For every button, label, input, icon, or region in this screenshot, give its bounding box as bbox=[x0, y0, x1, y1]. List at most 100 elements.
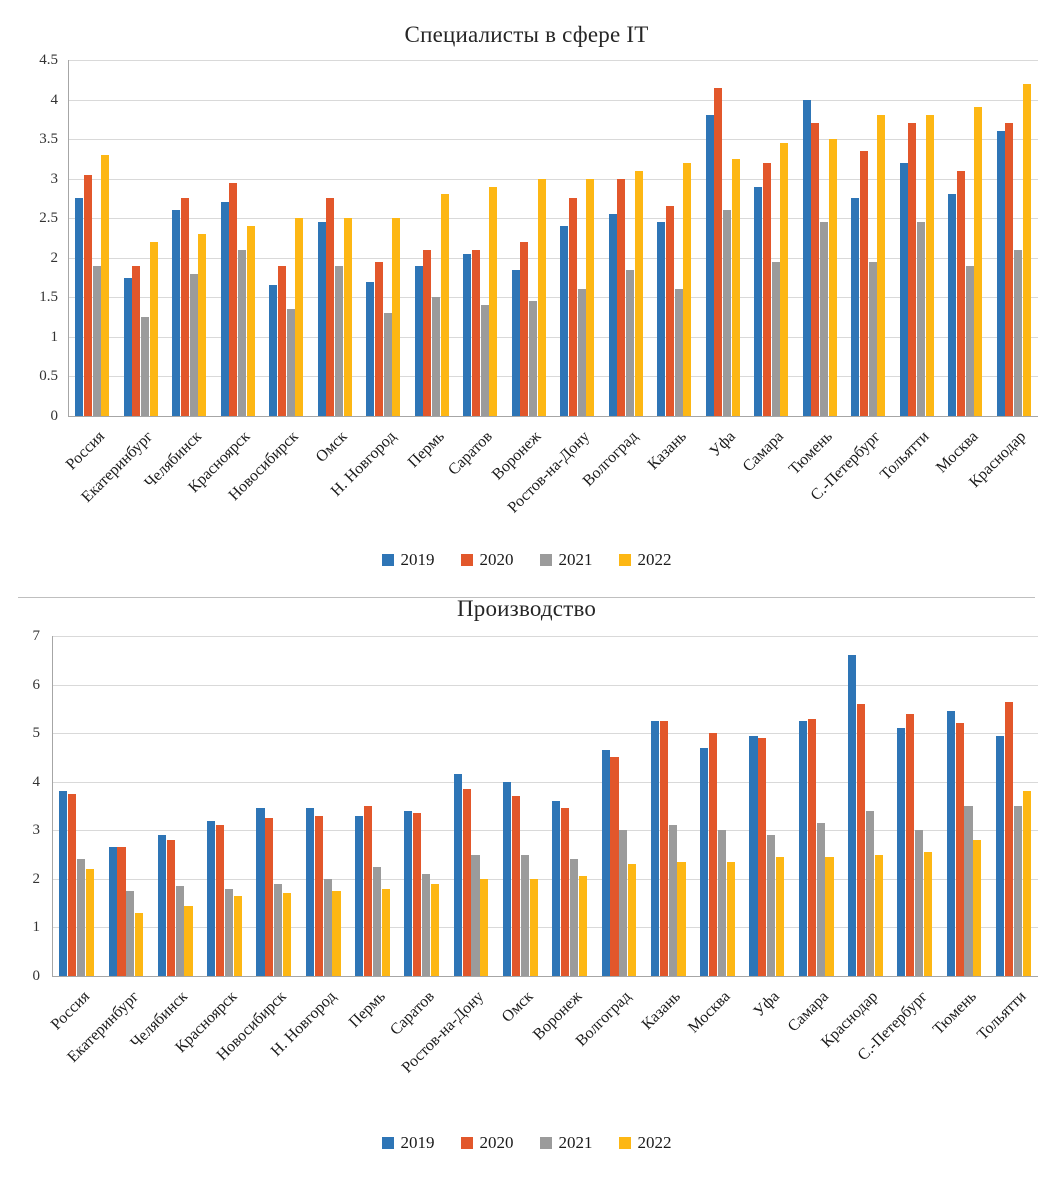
bar bbox=[798, 721, 807, 976]
bar bbox=[634, 170, 643, 416]
legend-item: 2019 bbox=[381, 1133, 435, 1153]
bar bbox=[305, 808, 314, 976]
bar bbox=[224, 888, 234, 976]
bar bbox=[480, 305, 489, 416]
y-axis-tick-label: 0 bbox=[50, 408, 59, 424]
bar bbox=[820, 222, 829, 416]
y-axis-tick-label: 1.5 bbox=[39, 289, 58, 306]
chart-it-specialists: Специалисты в сфере IT 0 0.5 1 1.5 2 2.5 3 3.5 4… bbox=[0, 0, 1053, 570]
x-axis-line bbox=[68, 416, 1038, 417]
y-axis-tick-label: 3 bbox=[50, 170, 59, 187]
bar bbox=[868, 261, 877, 416]
gridline bbox=[52, 781, 1038, 783]
bar bbox=[700, 747, 709, 976]
bar bbox=[462, 789, 471, 976]
bar bbox=[123, 277, 132, 416]
bar bbox=[948, 194, 957, 416]
y-axis-line bbox=[52, 636, 53, 976]
gridline bbox=[68, 297, 1038, 299]
bar bbox=[628, 864, 637, 976]
y-axis-tick-label: 5 bbox=[32, 725, 41, 742]
gridline bbox=[68, 257, 1038, 259]
bar bbox=[381, 888, 390, 976]
bar bbox=[233, 895, 242, 976]
legend-swatch bbox=[460, 1137, 473, 1149]
bar bbox=[917, 222, 926, 416]
legend-item: 2022 bbox=[618, 550, 672, 570]
bar bbox=[561, 808, 570, 976]
x-axis-line bbox=[52, 976, 1038, 977]
bar bbox=[974, 107, 983, 416]
gridline bbox=[68, 60, 1038, 61]
bar bbox=[430, 883, 440, 976]
bar bbox=[899, 162, 908, 416]
legend-item: 2020 bbox=[460, 550, 514, 570]
bar bbox=[816, 823, 825, 976]
chart-title-it-specialists: Специалисты в сфере IT bbox=[404, 22, 649, 47]
bar bbox=[608, 214, 617, 416]
chart-title-manufacturing: Производство bbox=[456, 596, 597, 621]
bar bbox=[865, 810, 874, 976]
legend-swatch bbox=[618, 1137, 631, 1149]
bar bbox=[619, 830, 628, 976]
y-axis-tick-label: 1 bbox=[50, 328, 59, 345]
legend-item: 2021 bbox=[539, 1133, 593, 1153]
bar bbox=[68, 793, 77, 976]
bar bbox=[851, 198, 860, 416]
bar bbox=[726, 861, 735, 976]
bar bbox=[149, 241, 158, 416]
bar bbox=[520, 241, 529, 416]
bar bbox=[668, 825, 677, 976]
gridline bbox=[52, 830, 1038, 832]
legend-label: 2020 bbox=[479, 1133, 514, 1152]
bar bbox=[848, 655, 857, 976]
bar bbox=[83, 174, 92, 416]
bar bbox=[946, 711, 955, 976]
bar bbox=[767, 835, 776, 976]
y-axis-tick-label: 4 bbox=[32, 773, 41, 790]
bar bbox=[610, 757, 619, 976]
bar bbox=[317, 222, 326, 416]
legend-it-specialists: 2019 2020 2021 2022 bbox=[0, 550, 1053, 570]
legend-label: 2021 bbox=[558, 1133, 593, 1152]
gridline bbox=[52, 684, 1038, 686]
bar bbox=[343, 218, 352, 416]
bar bbox=[552, 801, 561, 976]
y-axis-tick-label: 0.5 bbox=[39, 368, 58, 385]
bar bbox=[265, 818, 274, 976]
bar bbox=[274, 883, 283, 976]
y-axis-tick-label: 0 bbox=[32, 968, 41, 984]
bar bbox=[480, 878, 489, 976]
bar bbox=[471, 249, 480, 416]
legend-item: 2021 bbox=[539, 550, 593, 570]
legend-label: 2020 bbox=[479, 550, 514, 569]
bar bbox=[423, 249, 432, 416]
bar bbox=[570, 859, 579, 976]
bar bbox=[973, 840, 982, 976]
gridline bbox=[52, 733, 1038, 735]
plot-area-it-specialists: 0 0.5 1 1.5 2 2.5 3 3.5 4 4.5 Россия Екатеринбург Че… bbox=[0, 52, 1053, 546]
bar bbox=[286, 309, 295, 416]
bar bbox=[440, 194, 449, 416]
legend-swatch bbox=[618, 554, 631, 566]
bar bbox=[568, 198, 577, 416]
bar bbox=[77, 859, 86, 976]
bar bbox=[175, 886, 184, 976]
bar bbox=[141, 317, 150, 416]
gridline bbox=[68, 99, 1038, 101]
bar bbox=[925, 115, 934, 416]
bar bbox=[776, 857, 785, 976]
bar bbox=[256, 808, 265, 976]
bar bbox=[392, 218, 401, 416]
bar bbox=[92, 265, 101, 416]
bar bbox=[172, 210, 181, 416]
bar bbox=[207, 820, 216, 976]
bar bbox=[383, 313, 392, 416]
gridline bbox=[68, 376, 1038, 378]
legend-label: 2019 bbox=[400, 1133, 435, 1152]
bar bbox=[714, 87, 723, 416]
chart-manufacturing: Производство 0 1 2 3 4 5 6 7 Россия Екатеринбург Ч… bbox=[0, 570, 1053, 1153]
legend-item: 2020 bbox=[460, 1133, 514, 1153]
bar bbox=[246, 226, 255, 416]
bar bbox=[828, 139, 837, 416]
